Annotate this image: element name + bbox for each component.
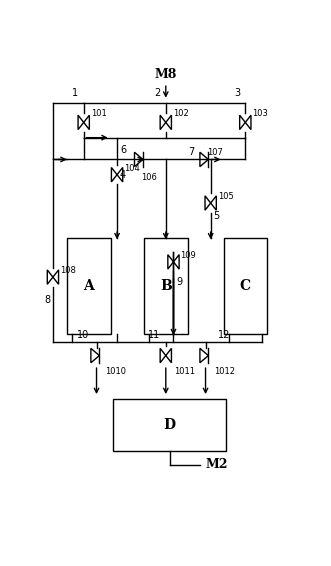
Text: D: D	[164, 418, 176, 432]
Text: 1010: 1010	[105, 367, 126, 376]
Text: 3: 3	[234, 88, 240, 98]
Text: 5: 5	[213, 211, 219, 221]
Text: 9: 9	[176, 277, 182, 287]
Text: 105: 105	[217, 192, 233, 201]
Text: M8: M8	[155, 68, 177, 81]
Text: 101: 101	[91, 109, 106, 118]
Text: A: A	[83, 279, 94, 293]
Text: 1: 1	[72, 88, 78, 98]
Text: 7: 7	[189, 147, 195, 157]
Text: 108: 108	[60, 266, 76, 275]
Text: 6: 6	[121, 145, 127, 155]
Text: 2: 2	[154, 88, 161, 98]
Text: 109: 109	[180, 251, 196, 260]
Text: 104: 104	[124, 164, 140, 173]
Text: 103: 103	[252, 109, 268, 118]
Text: 102: 102	[173, 109, 188, 118]
Text: 106: 106	[141, 173, 157, 182]
Bar	[223, 238, 267, 334]
Text: 4: 4	[119, 170, 126, 179]
Text: 8: 8	[44, 294, 50, 305]
Text: 12: 12	[218, 331, 231, 340]
Text: B: B	[160, 279, 172, 293]
Text: 1011: 1011	[174, 367, 195, 376]
Text: C: C	[240, 279, 251, 293]
Text: 107: 107	[207, 148, 223, 157]
Text: 10: 10	[76, 331, 89, 340]
Bar	[67, 238, 111, 334]
Text: 11: 11	[148, 331, 161, 340]
Bar	[144, 238, 188, 334]
Bar	[113, 399, 226, 452]
Text: 1012: 1012	[214, 367, 235, 376]
Text: M2: M2	[206, 458, 228, 471]
